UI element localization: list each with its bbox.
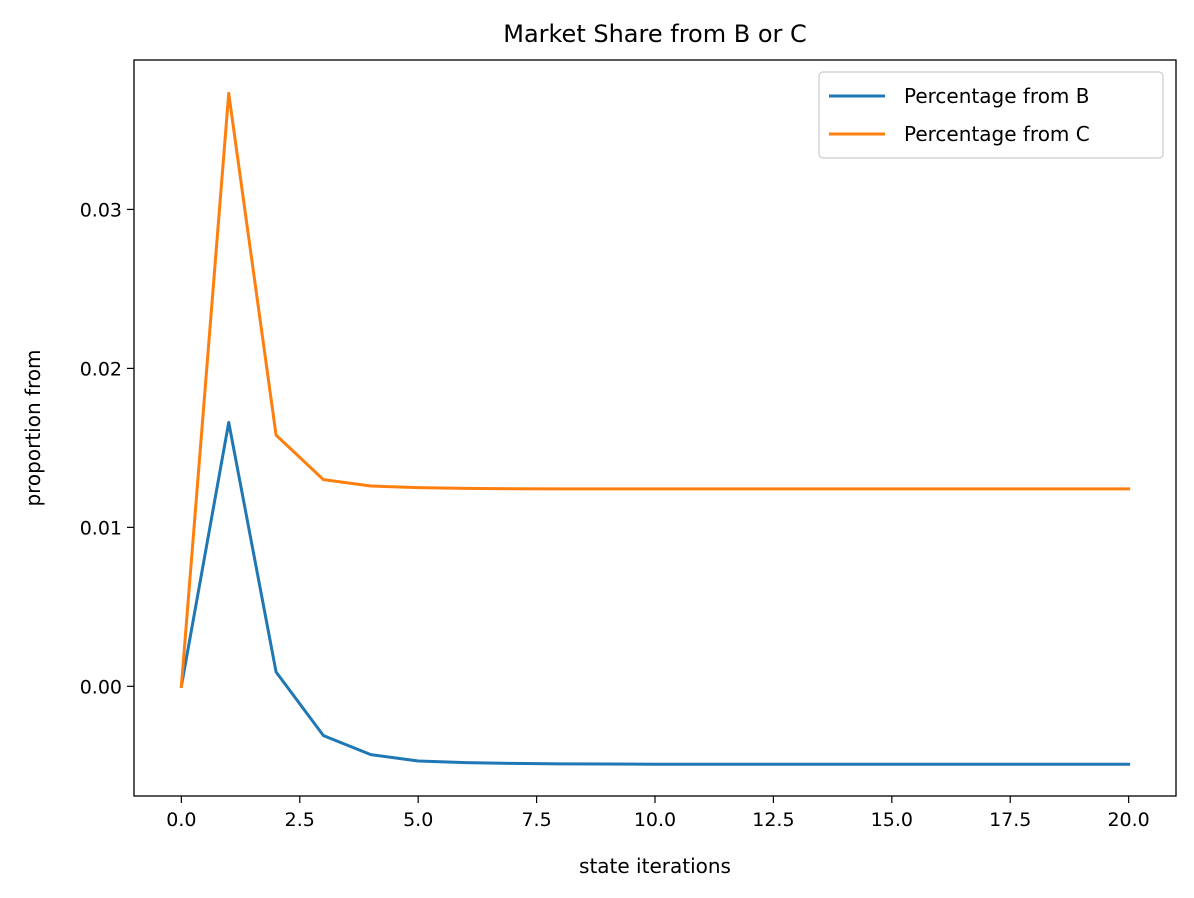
series-line-b	[179, 420, 1131, 766]
x-tick-label: 2.5	[285, 809, 315, 831]
x-axis-label: state iterations	[579, 854, 731, 878]
y-tick-label: 0.02	[80, 358, 122, 380]
legend-box	[818, 71, 1164, 159]
series-line-c	[179, 91, 1131, 688]
legend-label-c: Percentage from C	[904, 122, 1090, 146]
legend-label-b: Percentage from B	[904, 84, 1090, 108]
y-axis-label: proportion from	[21, 349, 45, 506]
legend: Percentage from B Percentage from C	[818, 71, 1164, 159]
x-tick-label: 7.5	[521, 809, 551, 831]
x-tick-label: 17.5	[989, 809, 1031, 831]
y-axis: 0.00 0.01 0.02 0.03	[80, 199, 134, 698]
series-layer	[179, 91, 1131, 766]
y-tick-label: 0.01	[80, 517, 122, 539]
x-tick-label: 20.0	[1107, 809, 1149, 831]
x-tick-label: 10.0	[634, 809, 676, 831]
x-axis: 0.0 2.5 5.0 7.5 10.0 12.5 15.0 17.5 20.0	[166, 796, 1150, 831]
x-tick-label: 15.0	[871, 809, 913, 831]
chart-title: Market Share from B or C	[503, 20, 807, 48]
x-tick-label: 12.5	[752, 809, 794, 831]
y-tick-label: 0.00	[80, 676, 122, 698]
x-tick-label: 0.0	[166, 809, 196, 831]
x-tick-label: 5.0	[403, 809, 433, 831]
y-tick-label: 0.03	[80, 199, 122, 221]
